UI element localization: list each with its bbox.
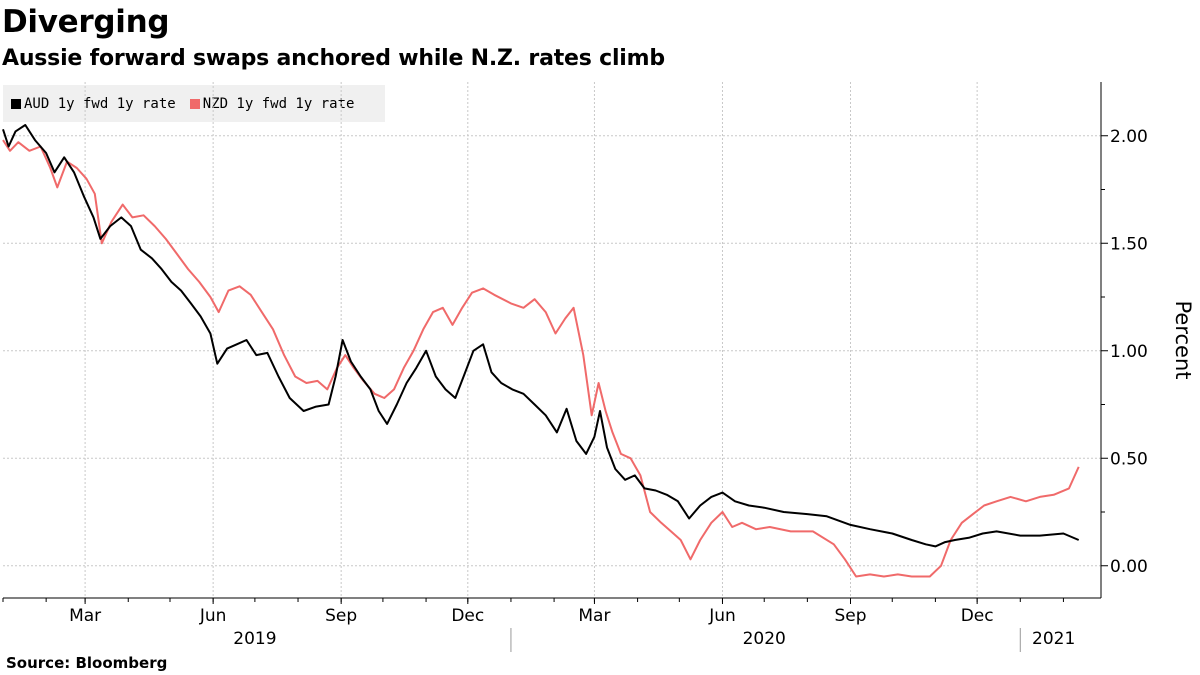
x-tick-label: Dec: [451, 606, 484, 626]
legend-label-nzd: NZD 1y fwd 1y rate: [202, 95, 355, 112]
chart-subtitle: Aussie forward swaps anchored while N.Z.…: [2, 46, 665, 71]
x-tick-label: Sep: [834, 606, 866, 626]
legend-item-nzd: NZD 1y fwd 1y rate: [189, 95, 355, 112]
x-tick-label: Mar: [578, 606, 610, 626]
y-tick-label: 1.00: [1110, 342, 1148, 362]
year-label: 2021: [1032, 629, 1075, 649]
series-line-nzd: [2, 139, 1080, 578]
year-label: 2020: [743, 629, 786, 649]
x-tick-label: Jun: [708, 606, 736, 626]
legend-item-aud: AUD 1y fwd 1y rate: [11, 96, 176, 112]
x-tick-label: Sep: [325, 606, 357, 626]
y-axis-label: Percent: [1171, 300, 1195, 379]
legend-label-aud: AUD 1y fwd 1y rate: [24, 95, 176, 112]
y-tick-label: 1.50: [1110, 234, 1148, 254]
x-tick-label: Dec: [961, 606, 994, 626]
source-note: Source: Bloomberg: [6, 654, 168, 672]
legend-swatch-nzd: [189, 98, 200, 109]
x-tick-label: Jun: [199, 606, 227, 626]
y-tick-label: 0.00: [1110, 557, 1148, 577]
y-tick-label: 0.50: [1110, 449, 1148, 469]
chart-title: Diverging: [2, 4, 170, 40]
y-tick-label: 2.00: [1110, 127, 1148, 147]
chart-legend: AUD 1y fwd 1y rate NZD 1y fwd 1y rate: [3, 85, 385, 122]
year-label: 2019: [233, 629, 276, 649]
series-line-aud: [2, 124, 1080, 548]
legend-swatch-aud: [11, 98, 21, 109]
x-tick-label: Mar: [69, 606, 101, 626]
